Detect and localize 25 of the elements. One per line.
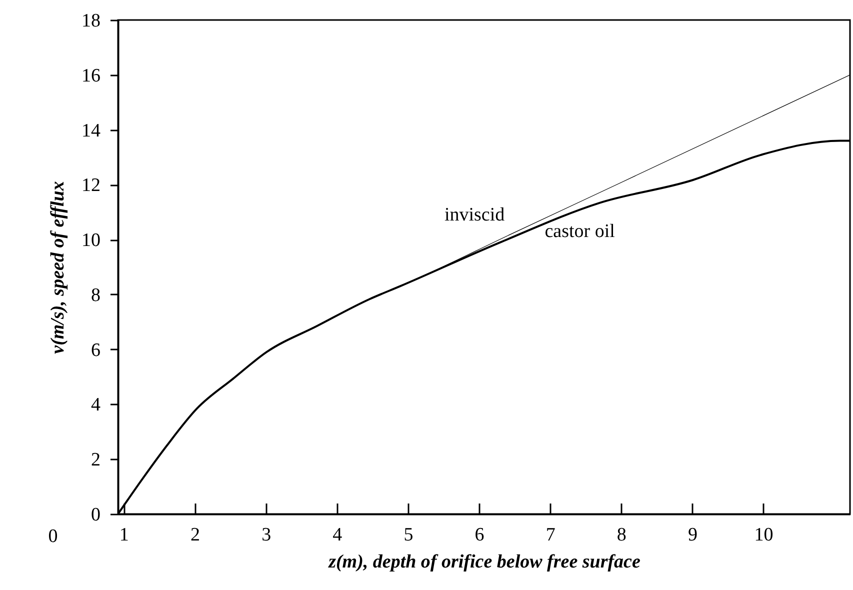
x-tick-label: 4 — [332, 524, 343, 546]
y-tick-label: 8 — [91, 284, 100, 306]
y-tick-label: 14 — [82, 120, 101, 142]
x-tick-label: 10 — [754, 524, 774, 546]
x-tick-label: 1 — [119, 524, 129, 546]
y-axis-title: v(m/s), speed of efflux — [48, 180, 68, 354]
y-tick-label: 16 — [82, 65, 100, 86]
x-axis-title: z(m), depth of orifice below free surface — [328, 552, 641, 572]
y-tick-label: 4 — [91, 394, 101, 416]
y-tick-label: 10 — [82, 230, 100, 252]
text: 0 — [48, 526, 58, 547]
x-tick-label: 5 — [404, 524, 414, 546]
x-tick-label: 9 — [688, 524, 698, 546]
x-tick-label: 7 — [546, 524, 556, 546]
series-label: castor oil — [544, 220, 615, 242]
series-label: inviscid — [444, 204, 506, 226]
x-tick-label: 3 — [262, 524, 272, 546]
y-tick-label: 12 — [82, 175, 100, 196]
x-tick-label: 8 — [616, 524, 626, 546]
y-tick-label: 6 — [91, 340, 100, 361]
y-tick-label: 18 — [82, 10, 100, 32]
x-tick-label: 2 — [190, 524, 200, 546]
y-tick-label: 2 — [91, 450, 100, 471]
x-tick-label: 6 — [474, 524, 484, 546]
y-tick-label: 0 — [91, 504, 100, 526]
